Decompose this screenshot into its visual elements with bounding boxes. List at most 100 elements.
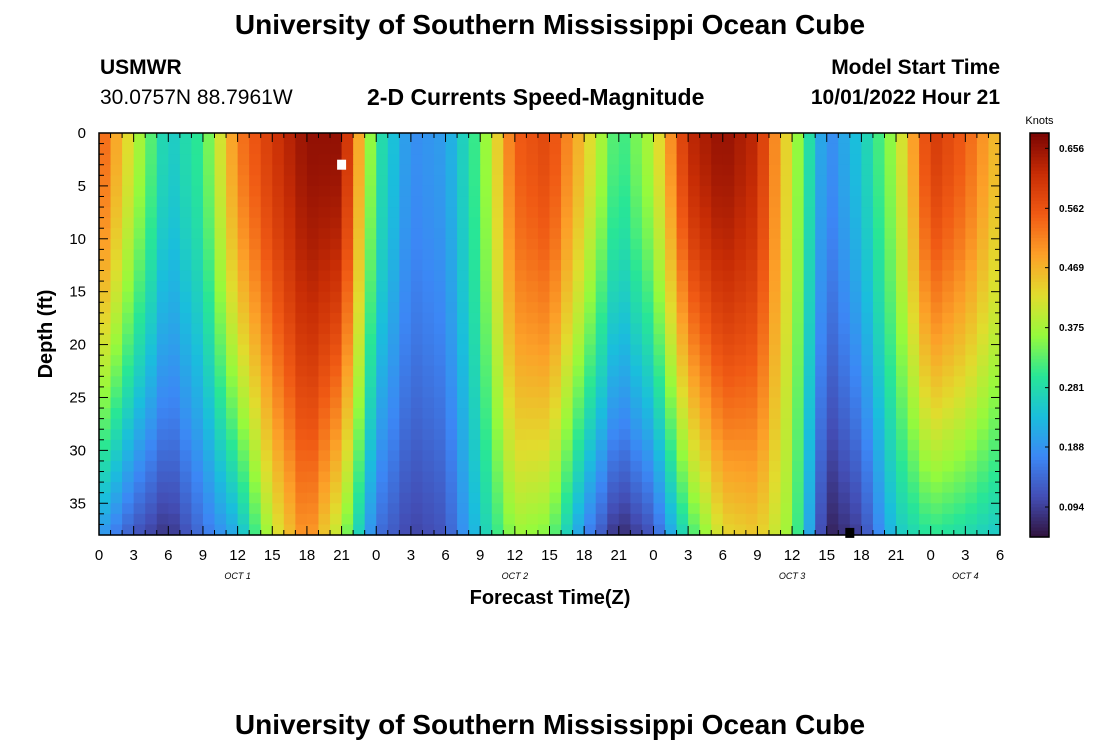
heatmap-cell xyxy=(572,323,585,335)
heatmap-cell xyxy=(457,503,470,515)
heatmap-cell xyxy=(653,238,666,250)
heatmap-cell xyxy=(491,185,504,198)
heatmap-cell xyxy=(318,460,331,473)
heatmap-cell xyxy=(226,207,239,219)
heatmap-cell xyxy=(399,344,412,356)
heatmap-cell xyxy=(849,185,862,198)
heatmap-cell xyxy=(468,429,481,441)
heatmap-cell xyxy=(503,492,516,504)
heatmap-cell xyxy=(792,323,805,335)
heatmap-cell xyxy=(768,259,782,272)
heatmap-cell xyxy=(156,312,169,325)
heatmap-cell xyxy=(179,397,193,409)
heatmap-cell xyxy=(849,143,862,155)
heatmap-cell xyxy=(399,460,412,473)
heatmap-cell xyxy=(503,302,516,314)
heatmap-cell xyxy=(133,259,146,272)
heatmap-cell xyxy=(734,259,747,272)
heatmap-cell xyxy=(653,196,666,208)
heatmap-cell xyxy=(191,418,204,430)
heatmap-cell xyxy=(688,334,701,346)
heatmap-cell xyxy=(595,154,608,166)
heatmap-cell xyxy=(872,270,886,282)
heatmap-cell xyxy=(618,217,631,229)
heatmap-cell xyxy=(283,503,296,515)
heatmap-cell xyxy=(237,429,250,441)
heatmap-cell xyxy=(630,524,643,536)
colorbar-segment xyxy=(1030,385,1049,390)
colorbar-segment xyxy=(1030,425,1049,430)
x-tick-label: 3 xyxy=(129,547,137,564)
heatmap-cell xyxy=(122,175,135,187)
heatmap-cell xyxy=(110,312,123,325)
heatmap-cell xyxy=(433,397,447,409)
heatmap-cell xyxy=(907,228,920,240)
heatmap-cell xyxy=(457,323,470,335)
heatmap-cell xyxy=(792,386,805,399)
heatmap-cell xyxy=(826,207,839,219)
heatmap-cell xyxy=(433,418,447,430)
colorbar-tick-label: 0.562 xyxy=(1059,204,1084,215)
heatmap-cell xyxy=(745,312,759,325)
heatmap-cell xyxy=(722,365,735,377)
heatmap-cell xyxy=(202,471,216,483)
heatmap-cell xyxy=(676,408,689,420)
heatmap-cell xyxy=(445,291,458,303)
heatmap-cell xyxy=(896,503,909,515)
heatmap-cell xyxy=(272,376,285,388)
heatmap-cell xyxy=(295,429,308,441)
heatmap-cell xyxy=(503,355,516,367)
heatmap-cell xyxy=(306,492,320,504)
heatmap-cell xyxy=(803,249,816,261)
heatmap-cell xyxy=(595,503,608,515)
heatmap-cell xyxy=(630,228,643,240)
heatmap-cell xyxy=(133,365,146,377)
heatmap-cell xyxy=(457,249,470,261)
heatmap-cell xyxy=(202,365,216,377)
colorbar-segment xyxy=(1030,365,1049,370)
heatmap-cell xyxy=(722,143,735,155)
heatmap-cell xyxy=(260,471,273,483)
heatmap-cell xyxy=(884,376,897,388)
heatmap-cell xyxy=(584,217,597,229)
heatmap-cell xyxy=(838,524,851,536)
heatmap-cell xyxy=(191,185,204,198)
heatmap-cell xyxy=(179,503,193,515)
heatmap-cell xyxy=(295,492,308,504)
heatmap-cell xyxy=(445,281,458,293)
heatmap-cell xyxy=(214,164,227,176)
heatmap-cell xyxy=(849,249,862,261)
heatmap-cell xyxy=(953,154,966,166)
heatmap-cell xyxy=(306,164,320,176)
heatmap-cell xyxy=(826,450,839,462)
heatmap-cell xyxy=(792,460,805,473)
heatmap-cell xyxy=(156,154,169,166)
heatmap-cell xyxy=(376,164,389,176)
heatmap-cell xyxy=(976,185,990,198)
heatmap-cell xyxy=(110,471,123,483)
heatmap-cell xyxy=(584,513,597,526)
heatmap-cell xyxy=(237,143,250,155)
heatmap-cell xyxy=(826,270,839,282)
heatmap-cell xyxy=(884,291,897,303)
heatmap-cell xyxy=(306,133,320,145)
heatmap-cell xyxy=(295,281,308,293)
heatmap-cell xyxy=(919,386,932,399)
heatmap-cell xyxy=(872,355,886,367)
heatmap-cell xyxy=(641,217,655,229)
heatmap-cell xyxy=(745,270,759,282)
heatmap-cell xyxy=(457,376,470,388)
heatmap-cell xyxy=(318,291,331,303)
colorbar-segment xyxy=(1030,281,1049,286)
heatmap-cell xyxy=(572,482,585,494)
heatmap-cell xyxy=(919,175,932,187)
heatmap-cell xyxy=(179,238,193,250)
heatmap-cell xyxy=(133,323,146,335)
heatmap-cell xyxy=(457,408,470,420)
heatmap-cell xyxy=(457,185,470,198)
heatmap-cell xyxy=(595,323,608,335)
heatmap-cell xyxy=(156,492,169,504)
heatmap-cell xyxy=(953,503,966,515)
heatmap-cell xyxy=(237,291,250,303)
heatmap-cell xyxy=(341,408,354,420)
